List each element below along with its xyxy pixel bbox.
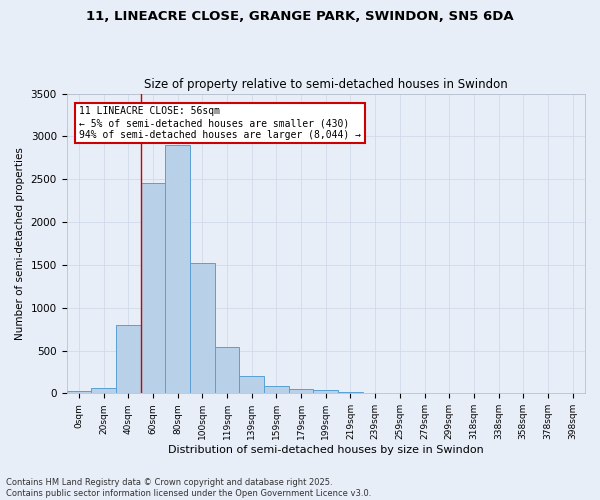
Text: Contains HM Land Registry data © Crown copyright and database right 2025.
Contai: Contains HM Land Registry data © Crown c… xyxy=(6,478,371,498)
Bar xyxy=(67,391,91,394)
Bar xyxy=(313,390,338,394)
Bar xyxy=(190,263,215,394)
Bar xyxy=(140,184,165,394)
Bar xyxy=(338,392,363,394)
Bar xyxy=(239,376,264,394)
X-axis label: Distribution of semi-detached houses by size in Swindon: Distribution of semi-detached houses by … xyxy=(168,445,484,455)
Text: 11, LINEACRE CLOSE, GRANGE PARK, SWINDON, SN5 6DA: 11, LINEACRE CLOSE, GRANGE PARK, SWINDON… xyxy=(86,10,514,23)
Y-axis label: Number of semi-detached properties: Number of semi-detached properties xyxy=(15,147,25,340)
Title: Size of property relative to semi-detached houses in Swindon: Size of property relative to semi-detach… xyxy=(144,78,508,91)
Bar xyxy=(116,325,140,394)
Bar xyxy=(91,388,116,394)
Bar xyxy=(165,145,190,394)
Bar xyxy=(289,388,313,394)
Bar xyxy=(264,386,289,394)
Bar xyxy=(215,347,239,394)
Text: 11 LINEACRE CLOSE: 56sqm
← 5% of semi-detached houses are smaller (430)
94% of s: 11 LINEACRE CLOSE: 56sqm ← 5% of semi-de… xyxy=(79,106,361,140)
